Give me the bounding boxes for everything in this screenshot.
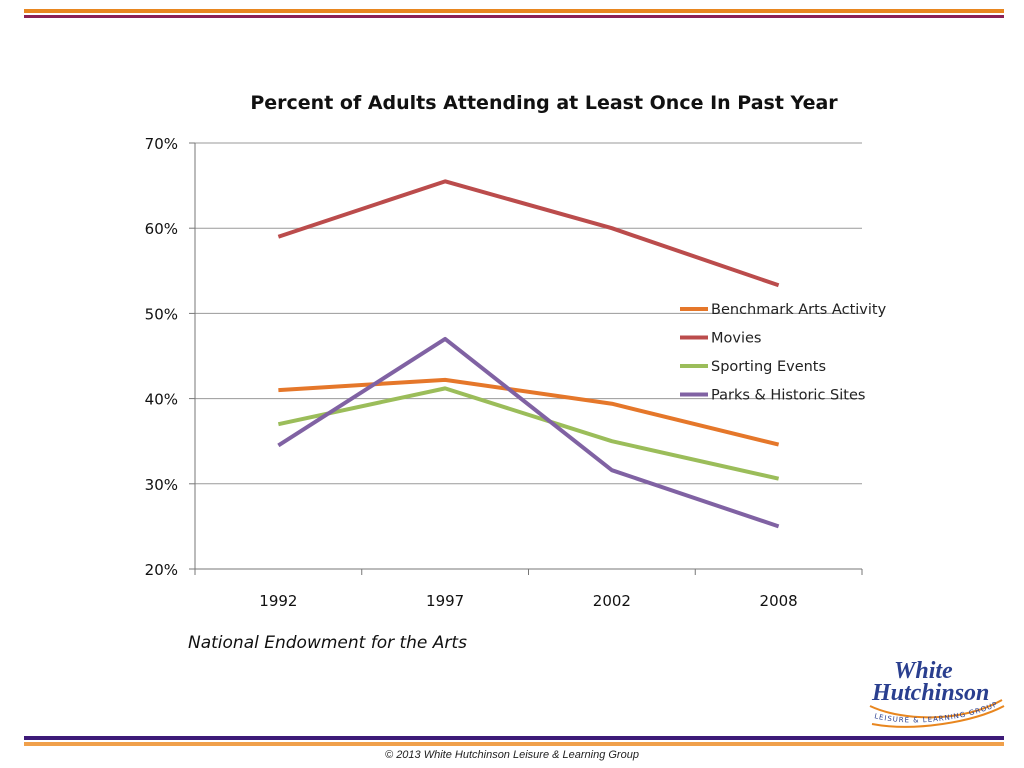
series-line-2 bbox=[277, 386, 780, 481]
source-note: National Endowment for the Arts bbox=[188, 633, 467, 653]
series-line-0 bbox=[278, 377, 780, 447]
legend-label-3: Parks & Historic Sites bbox=[711, 388, 865, 404]
y-axis-ticks: 20% 30% 40% 50% 60% 70% bbox=[145, 135, 195, 579]
y-tick-label: 40% bbox=[145, 391, 178, 409]
series-lines bbox=[277, 179, 780, 529]
gridlines bbox=[195, 142, 862, 485]
y-tick-label: 70% bbox=[145, 135, 178, 153]
x-tick-label-2002: 2002 bbox=[593, 592, 631, 610]
x-tick-label-1997: 1997 bbox=[426, 592, 464, 610]
legend: Benchmark Arts Activity Movies Sporting Ev… bbox=[680, 302, 887, 404]
series-line-1 bbox=[277, 179, 780, 288]
x-tick-label-2008: 2008 bbox=[760, 592, 798, 610]
footer-copyright: © 2013 White Hutchinson Leisure & Learni… bbox=[385, 749, 639, 761]
logo-line2: Hutchinson bbox=[871, 680, 989, 706]
white-hutchinson-logo: White Hutchinson LEISURE & LEARNING GROU… bbox=[869, 658, 1005, 728]
line-chart: Percent of Adults Attending at Least Onc… bbox=[145, 92, 887, 610]
y-tick-label: 60% bbox=[145, 220, 178, 238]
logo-line1: White bbox=[894, 658, 953, 684]
x-axis-ticks: 1992 1997 2002 2008 bbox=[194, 569, 863, 610]
y-tick-label: 50% bbox=[145, 305, 178, 323]
bottom-orange-rule bbox=[24, 742, 1004, 746]
top-maroon-rule bbox=[24, 15, 1004, 18]
y-tick-label: 30% bbox=[145, 476, 178, 494]
top-orange-rule bbox=[24, 9, 1004, 13]
legend-label-2: Sporting Events bbox=[711, 359, 826, 375]
legend-label-0: Benchmark Arts Activity bbox=[711, 302, 887, 318]
series-line-3 bbox=[277, 336, 780, 529]
bottom-purple-rule bbox=[24, 736, 1004, 740]
y-tick-label: 20% bbox=[145, 561, 178, 579]
axes bbox=[194, 143, 862, 570]
legend-label-1: Movies bbox=[711, 331, 761, 347]
chart-title: Percent of Adults Attending at Least Onc… bbox=[250, 92, 838, 114]
x-tick-label-1992: 1992 bbox=[259, 592, 297, 610]
